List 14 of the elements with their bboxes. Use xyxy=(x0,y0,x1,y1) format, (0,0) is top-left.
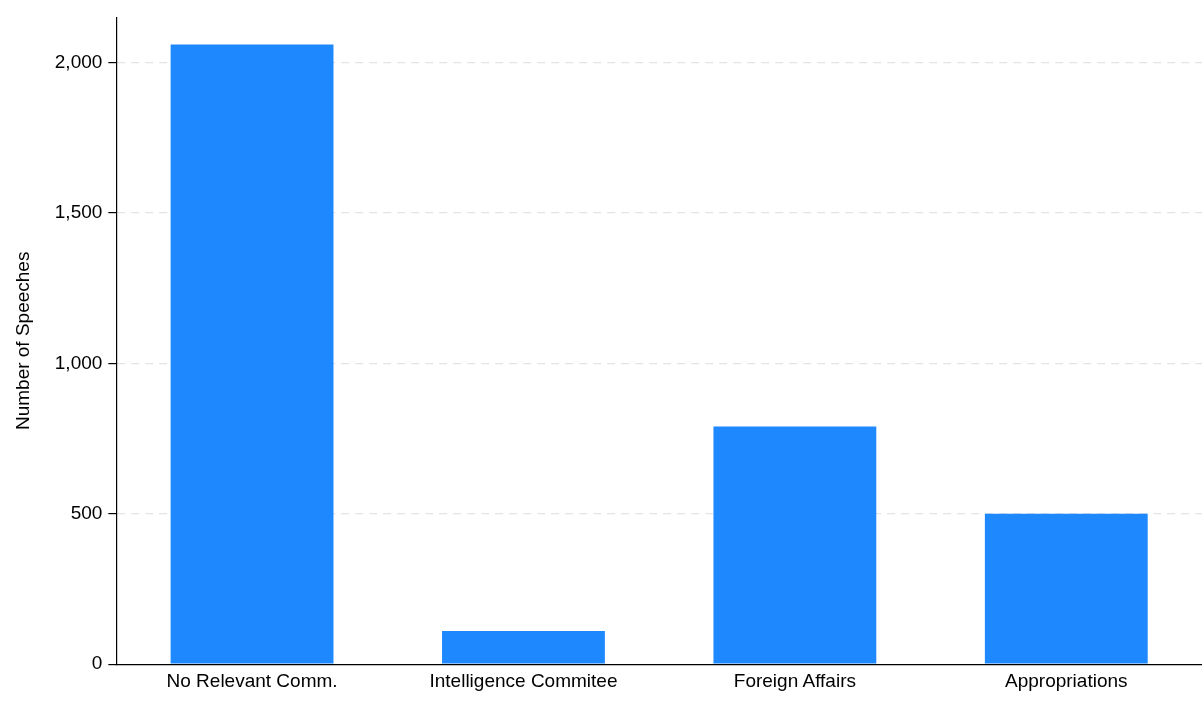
bar xyxy=(984,513,1148,664)
bar xyxy=(170,44,334,664)
x-tick-label: Intelligence Commitee xyxy=(429,669,618,691)
y-tick-label: 0 xyxy=(91,652,103,674)
y-tick-label: 2,000 xyxy=(54,50,103,72)
x-tick-label: Appropriations xyxy=(1005,669,1128,691)
x-tick-label: No Relevant Comm. xyxy=(166,669,338,691)
y-tick-label: 1,500 xyxy=(54,201,103,223)
x-tick-label: Foreign Affairs xyxy=(733,669,856,691)
y-axis-title: Number of Speeches xyxy=(11,251,33,431)
y-tick-label: 500 xyxy=(70,502,103,524)
bar xyxy=(713,426,877,664)
bar xyxy=(442,631,605,664)
y-tick-label: 1,000 xyxy=(54,351,103,373)
